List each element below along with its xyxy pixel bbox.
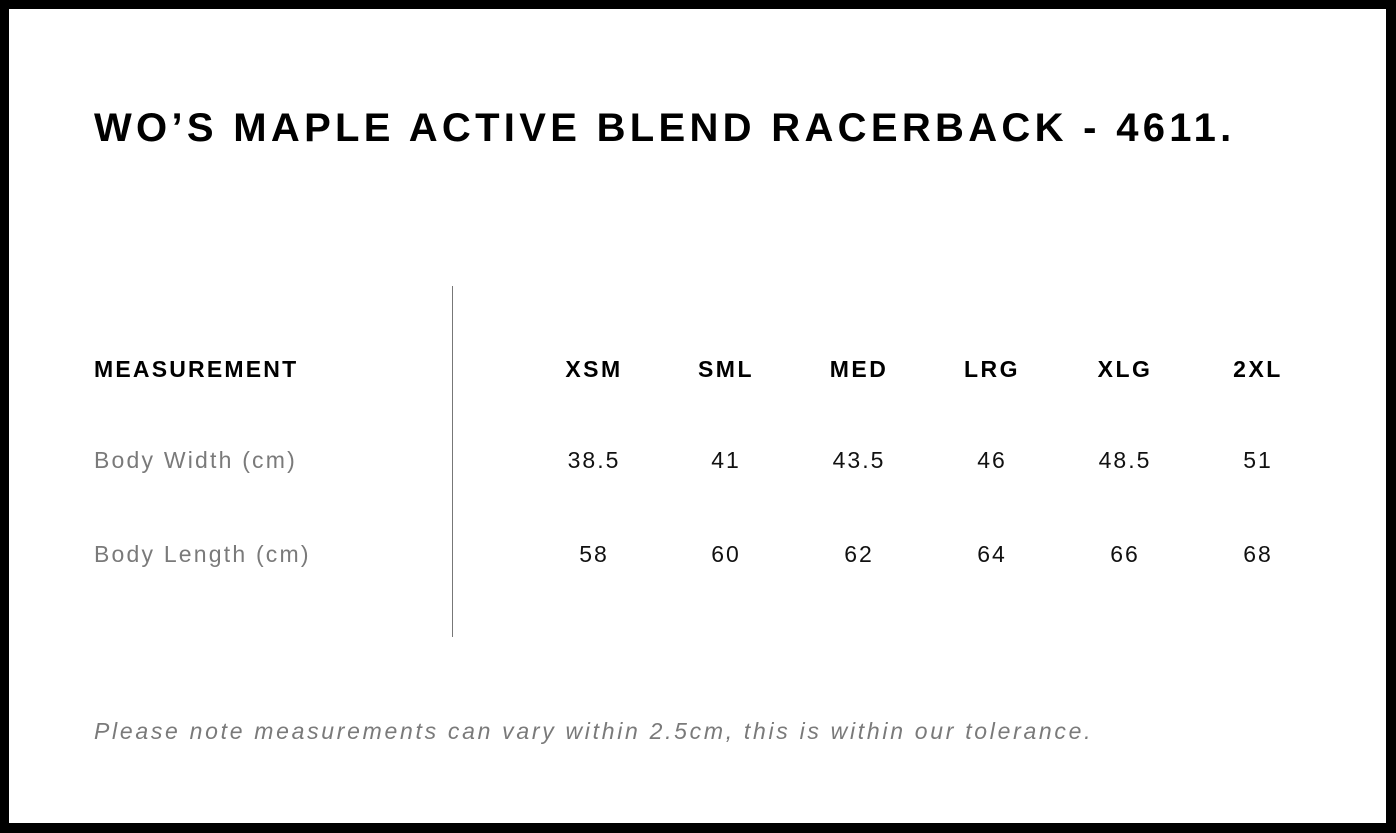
size-header-lrg: LRG [963, 356, 1021, 382]
size-header-xsm: XSM [565, 356, 623, 382]
table-cell: 62 [844, 541, 874, 567]
table-cell: 68 [1243, 541, 1273, 567]
size-header-sml: SML [697, 356, 755, 382]
size-header-med: MED [829, 356, 889, 382]
row-label: Body Length (cm) [94, 541, 311, 567]
table-cell: 41 [711, 447, 741, 473]
tolerance-note: Please note measurements can vary within… [94, 718, 1094, 744]
table-cell: 51 [1243, 447, 1273, 473]
row-label: Body Width (cm) [94, 447, 297, 473]
table-cell: 60 [711, 541, 741, 567]
table-cell: 43.5 [832, 447, 886, 473]
table-cell: 64 [977, 541, 1007, 567]
size-header-xlg: XLG [1097, 356, 1153, 382]
column-divider [452, 286, 453, 637]
table-cell: 58 [579, 541, 609, 567]
page-title: WO’S MAPLE ACTIVE BLEND RACERBACK - 4611… [94, 106, 1236, 150]
table-cell: 48.5 [1098, 447, 1152, 473]
table-cell: 38.5 [567, 447, 621, 473]
table-cell: 46 [977, 447, 1007, 473]
size-header-2xl: 2XL [1233, 356, 1283, 382]
table-cell: 66 [1110, 541, 1140, 567]
measurement-header: MEASUREMENT [94, 356, 299, 382]
